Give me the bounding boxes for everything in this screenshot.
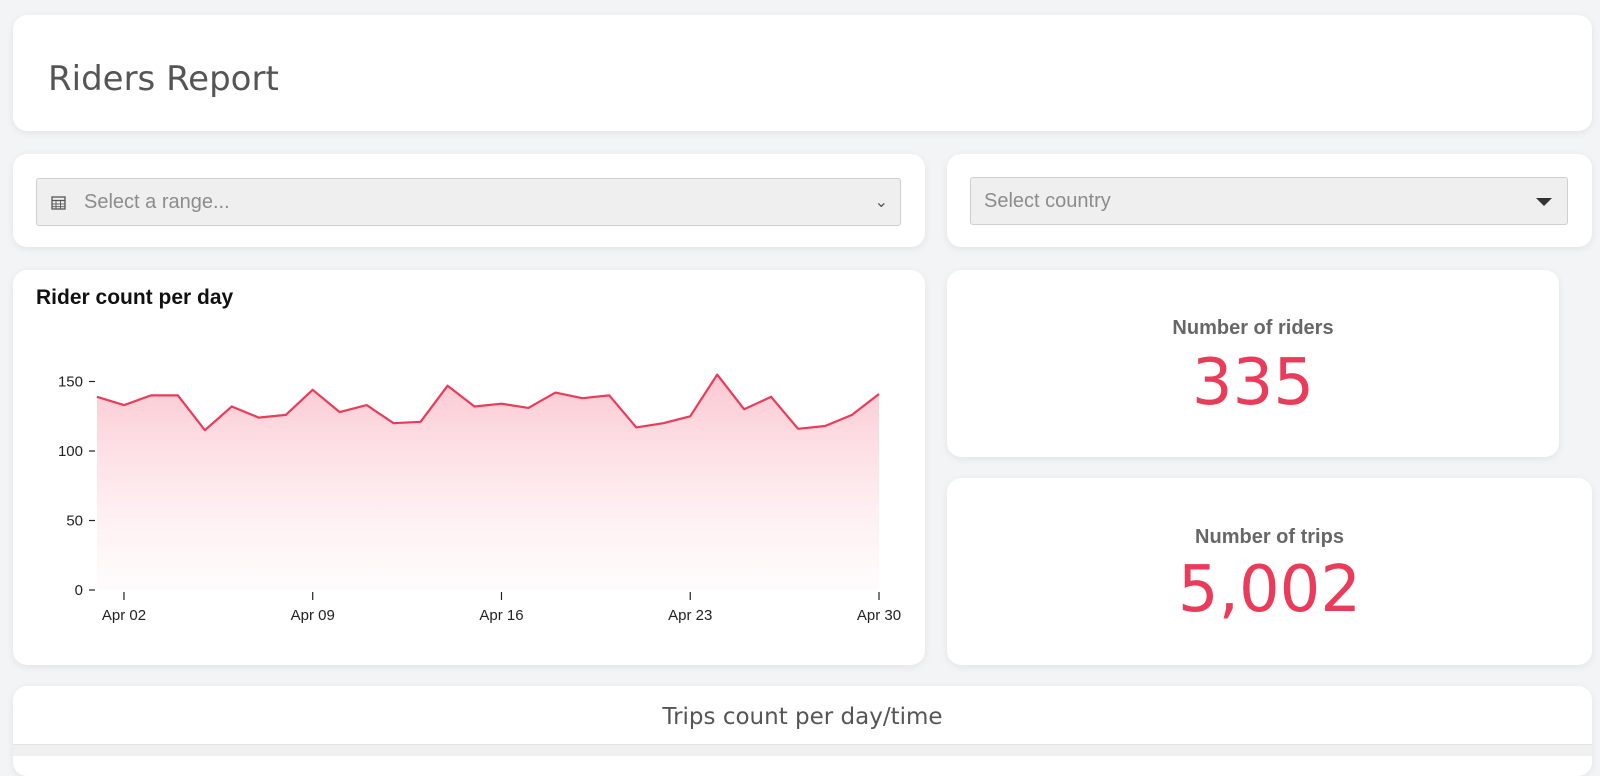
x-tick-label: Apr 02 <box>102 607 146 624</box>
date-range-placeholder: Select a range... <box>84 191 230 213</box>
trips-stat-card: Number of trips 5,002 <box>947 478 1592 665</box>
trips-per-day-card: Trips count per day/time <box>13 686 1592 776</box>
country-placeholder: Select country <box>984 189 1111 212</box>
riders-stat-value: 335 <box>1191 346 1315 420</box>
trips-stat-value: 5,002 <box>1177 553 1362 627</box>
calendar-icon <box>51 196 66 210</box>
page-title: Riders Report <box>48 59 279 99</box>
y-tick-label: 0 <box>75 582 83 599</box>
chevron-down-icon: ⌄ <box>874 194 888 211</box>
y-tick-label: 100 <box>58 443 83 460</box>
x-tick-label: Apr 23 <box>668 607 712 624</box>
x-tick-label: Apr 09 <box>291 607 335 624</box>
riders-stat-card: Number of riders 335 <box>947 270 1559 457</box>
y-tick-label: 50 <box>66 513 83 530</box>
y-tick-label: 150 <box>58 374 83 391</box>
country-card: Select country <box>947 154 1592 247</box>
date-range-select[interactable]: Select a range... ⌄ <box>36 178 901 226</box>
x-tick-label: Apr 16 <box>479 607 523 624</box>
chart-title: Rider count per day <box>36 286 234 309</box>
date-range-card: Select a range... ⌄ <box>13 154 925 247</box>
caret-down-icon <box>1536 198 1552 206</box>
riders-stat-label: Number of riders <box>1172 317 1334 339</box>
rider-count-chart: 0 50 100 150 Apr 02 Apr 09 Apr 16 Apr 23 Apr 30 <box>58 373 901 624</box>
trips-stat-label: Number of trips <box>1195 526 1344 548</box>
trips-section-title: Trips count per day/time <box>662 704 943 730</box>
rider-count-chart-card: Rider count per day 0 50 100 150 Apr 02 Apr 0… <box>13 270 925 665</box>
header-card: Riders Report <box>13 15 1592 131</box>
country-select[interactable]: Select country <box>970 177 1568 225</box>
series-area <box>97 374 879 590</box>
x-tick-label: Apr 30 <box>857 607 901 624</box>
section-divider <box>13 744 1592 756</box>
series-line <box>96 373 880 432</box>
